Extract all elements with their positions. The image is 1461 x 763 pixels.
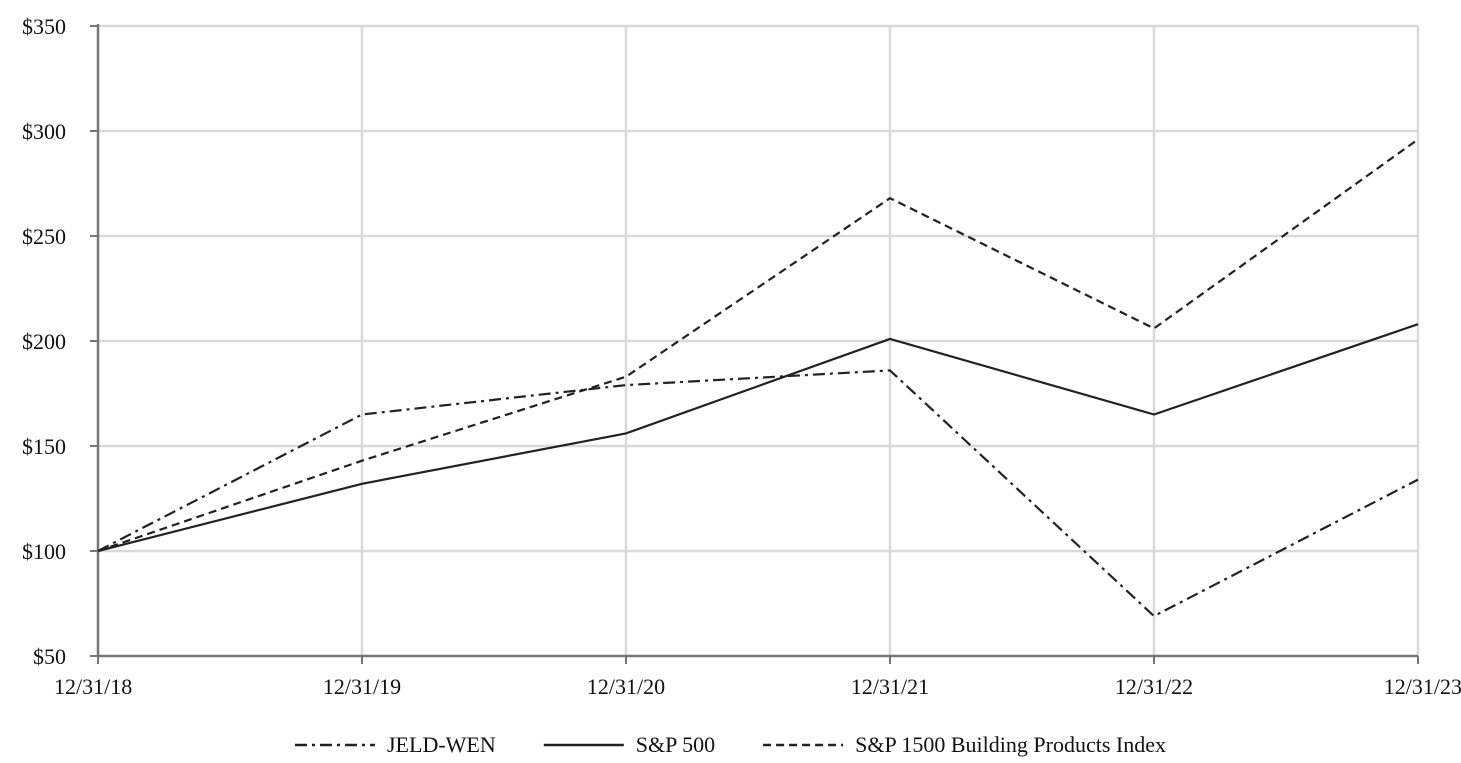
series-line-s-p-1500-building-products-index: [97, 138, 1419, 553]
y-tick-label: $150: [22, 434, 66, 459]
x-tick-label: 12/31/21: [851, 674, 929, 699]
legend: JELD-WEN S&P 500 S&P 1500 Building Product…: [295, 732, 1166, 757]
legend-label-jeld-wen: JELD-WEN: [387, 732, 496, 757]
y-tick-label: $250: [22, 224, 66, 249]
legend-label-s-p-500: S&P 500: [636, 732, 715, 757]
y-tick-label: $350: [22, 14, 66, 39]
y-tick-label: $200: [22, 329, 66, 354]
legend-label-s-p-1500-building-products-index: S&P 1500 Building Products Index: [855, 732, 1166, 757]
legend-item-s-p-1500-building-products-index: S&P 1500 Building Products Index: [763, 732, 1166, 757]
y-tick-label: $300: [22, 119, 66, 144]
x-tick-label: 12/31/22: [1115, 674, 1193, 699]
series-lines: [97, 138, 1419, 618]
axes: [90, 24, 1419, 664]
grid: [98, 24, 1420, 656]
y-tick-label: $100: [22, 539, 66, 564]
series-line-s-p-500: [97, 323, 1419, 553]
x-tick-label: 12/31/20: [587, 674, 665, 699]
y-tick-label: $50: [33, 644, 66, 669]
x-tick-label: 12/31/18: [54, 674, 132, 699]
y-tick-labels: $50 $100 $150 $200 $250 $300 $350: [22, 14, 66, 669]
x-tick-label: 12/31/23: [1384, 674, 1461, 699]
x-tick-labels: 12/31/18 12/31/19 12/31/20 12/31/21 12/31/22…: [54, 674, 1461, 699]
legend-item-jeld-wen: JELD-WEN: [295, 732, 496, 757]
x-tick-label: 12/31/19: [323, 674, 401, 699]
series-line-jeld-wen: [97, 369, 1419, 618]
legend-item-s-p-500: S&P 500: [543, 732, 715, 757]
